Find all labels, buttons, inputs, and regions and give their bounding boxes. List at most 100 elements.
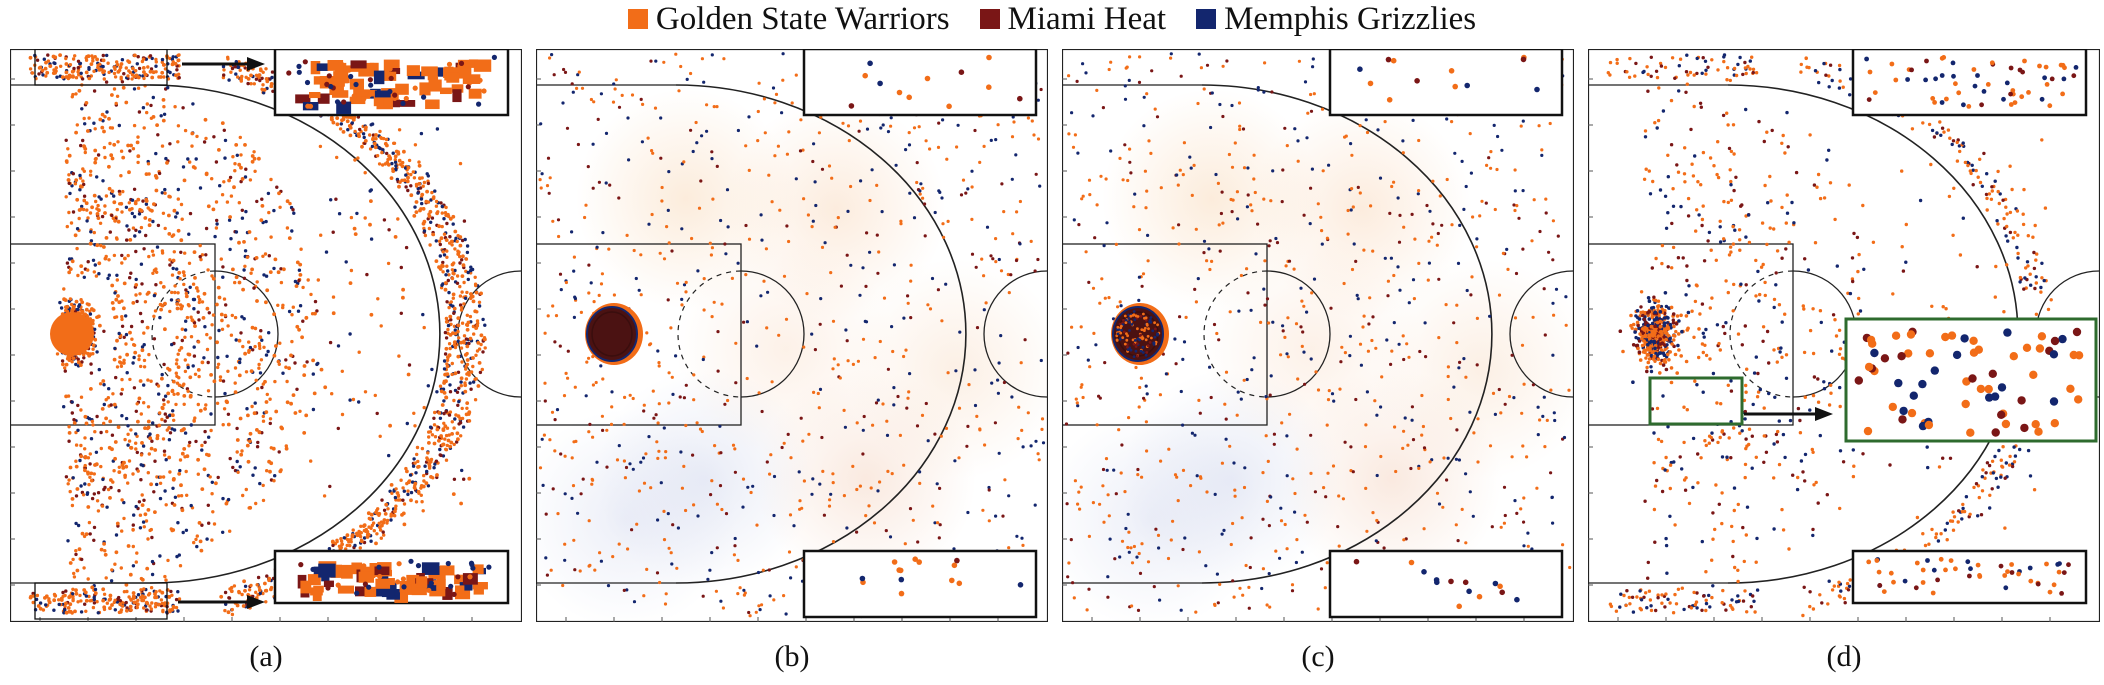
shot-point-memphis-grizzlies — [1274, 236, 1278, 241]
shot-point-golden-state-warriors — [269, 587, 273, 592]
shot-point-miami-heat — [108, 230, 113, 234]
shot-point-golden-state-warriors — [84, 101, 89, 105]
shot-point-golden-state-warriors — [465, 358, 470, 362]
shot-point-golden-state-warriors — [380, 523, 384, 528]
shot-point-memphis-grizzlies — [772, 513, 776, 518]
shot-point-miami-heat — [152, 490, 156, 494]
shot-point-golden-state-warriors — [421, 207, 426, 211]
shot-point-golden-state-warriors — [225, 200, 230, 204]
shot-point-golden-state-warriors — [359, 539, 364, 544]
shot-point-golden-state-warriors — [67, 358, 72, 362]
density-blob — [536, 409, 736, 622]
shot-point-golden-state-warriors — [276, 359, 280, 364]
shot-point-memphis-grizzlies — [139, 262, 144, 266]
shot-point-miami-heat — [617, 105, 622, 109]
shot-point-miami-heat — [1329, 306, 1333, 310]
shot-point-golden-state-warriors — [802, 197, 806, 201]
shot-point-golden-state-warriors — [101, 379, 106, 383]
shot-point-golden-state-warriors — [472, 332, 476, 336]
shot-point-miami-heat — [252, 286, 256, 290]
shot-point-golden-state-warriors — [645, 567, 649, 572]
shot-point-memphis-grizzlies — [674, 354, 678, 358]
shot-point-memphis-grizzlies — [101, 179, 105, 183]
shot-point-golden-state-warriors — [562, 394, 567, 398]
shot-point-golden-state-warriors — [171, 528, 176, 532]
shot-point-golden-state-warriors — [57, 598, 61, 602]
shot-point-memphis-grizzlies — [126, 443, 130, 447]
shot-point-memphis-grizzlies — [107, 273, 112, 277]
shot-point-memphis-grizzlies — [656, 518, 660, 522]
shot-point-golden-state-warriors — [209, 373, 214, 377]
shot-point-golden-state-warriors — [623, 395, 627, 399]
shot-point-miami-heat — [1137, 80, 1142, 84]
shot-point-memphis-grizzlies — [253, 401, 257, 405]
shot-point-golden-state-warriors — [175, 335, 179, 340]
shot-point-golden-state-warriors — [434, 204, 439, 208]
shot-point-golden-state-warriors — [235, 603, 240, 608]
shot-point-golden-state-warriors — [385, 521, 389, 525]
shot-point-miami-heat — [481, 350, 485, 354]
shot-point-miami-heat — [101, 53, 106, 58]
shot-point-golden-state-warriors — [742, 593, 746, 597]
shot-point-golden-state-warriors — [203, 407, 208, 411]
legend-swatch-warriors — [627, 9, 648, 29]
shot-point-golden-state-warriors — [188, 160, 192, 164]
shot-point-miami-heat — [862, 414, 866, 419]
shot-point-golden-state-warriors — [198, 539, 203, 544]
shot-point-golden-state-warriors — [88, 475, 92, 479]
inset-top-block — [328, 78, 345, 87]
shot-point-memphis-grizzlies — [460, 468, 464, 473]
shot-point-golden-state-warriors — [651, 151, 655, 155]
shot-point-memphis-grizzlies — [178, 468, 182, 473]
shot-point-miami-heat — [464, 337, 469, 341]
shot-point-memphis-grizzlies — [456, 339, 460, 343]
shot-point-golden-state-warriors — [119, 364, 124, 368]
shot-point-golden-state-warriors — [188, 375, 193, 380]
shot-point-golden-state-warriors — [445, 364, 450, 369]
shot-point-miami-heat — [89, 371, 94, 375]
shot-point-miami-heat — [258, 78, 262, 83]
shot-point-golden-state-warriors — [363, 127, 368, 132]
shot-point-golden-state-warriors — [756, 109, 760, 114]
shot-point-golden-state-warriors — [414, 210, 419, 215]
shot-point-golden-state-warriors — [134, 69, 138, 73]
shot-point-golden-state-warriors — [463, 389, 468, 394]
shot-point-golden-state-warriors — [1247, 585, 1251, 590]
shot-point-memphis-grizzlies — [357, 400, 361, 404]
shot-point-golden-state-warriors — [151, 271, 155, 275]
shot-point-miami-heat — [1101, 106, 1105, 110]
shot-point-golden-state-warriors — [295, 324, 300, 329]
inset-bottom-block — [455, 585, 465, 594]
shot-point-golden-state-warriors — [190, 144, 194, 148]
shot-point-memphis-grizzlies — [1262, 287, 1266, 291]
shot-point-golden-state-warriors — [127, 201, 131, 205]
shot-point-golden-state-warriors — [447, 433, 451, 437]
inset-top-point — [355, 90, 361, 96]
shot-point-memphis-grizzlies — [234, 72, 238, 76]
shot-point-golden-state-warriors — [98, 382, 103, 386]
shot-point-golden-state-warriors — [614, 78, 618, 82]
shot-point-golden-state-warriors — [101, 598, 106, 603]
shot-point-golden-state-warriors — [722, 57, 726, 61]
shot-point-golden-state-warriors — [240, 592, 244, 597]
shot-point-memphis-grizzlies — [131, 361, 135, 365]
shot-point-golden-state-warriors — [450, 276, 455, 281]
shot-point-golden-state-warriors — [1252, 177, 1256, 181]
shot-point-golden-state-warriors — [68, 267, 73, 271]
shot-point-golden-state-warriors — [384, 502, 389, 507]
shot-point-golden-state-warriors — [465, 406, 469, 410]
shot-point-golden-state-warriors — [417, 160, 421, 164]
shot-point-golden-state-warriors — [113, 562, 117, 566]
shot-point-golden-state-warriors — [427, 226, 432, 231]
shot-point-golden-state-warriors — [118, 602, 123, 607]
shot-point-golden-state-warriors — [59, 64, 63, 68]
shot-point-golden-state-warriors — [978, 160, 982, 164]
shot-point-golden-state-warriors — [197, 374, 201, 379]
shot-point-miami-heat — [92, 538, 96, 542]
shot-point-memphis-grizzlies — [659, 481, 663, 485]
shot-point-golden-state-warriors — [84, 58, 89, 62]
shot-point-golden-state-warriors — [179, 483, 183, 488]
shot-point-memphis-grizzlies — [130, 211, 134, 216]
shot-point-memphis-grizzlies — [406, 492, 410, 497]
shot-point-golden-state-warriors — [241, 493, 245, 498]
